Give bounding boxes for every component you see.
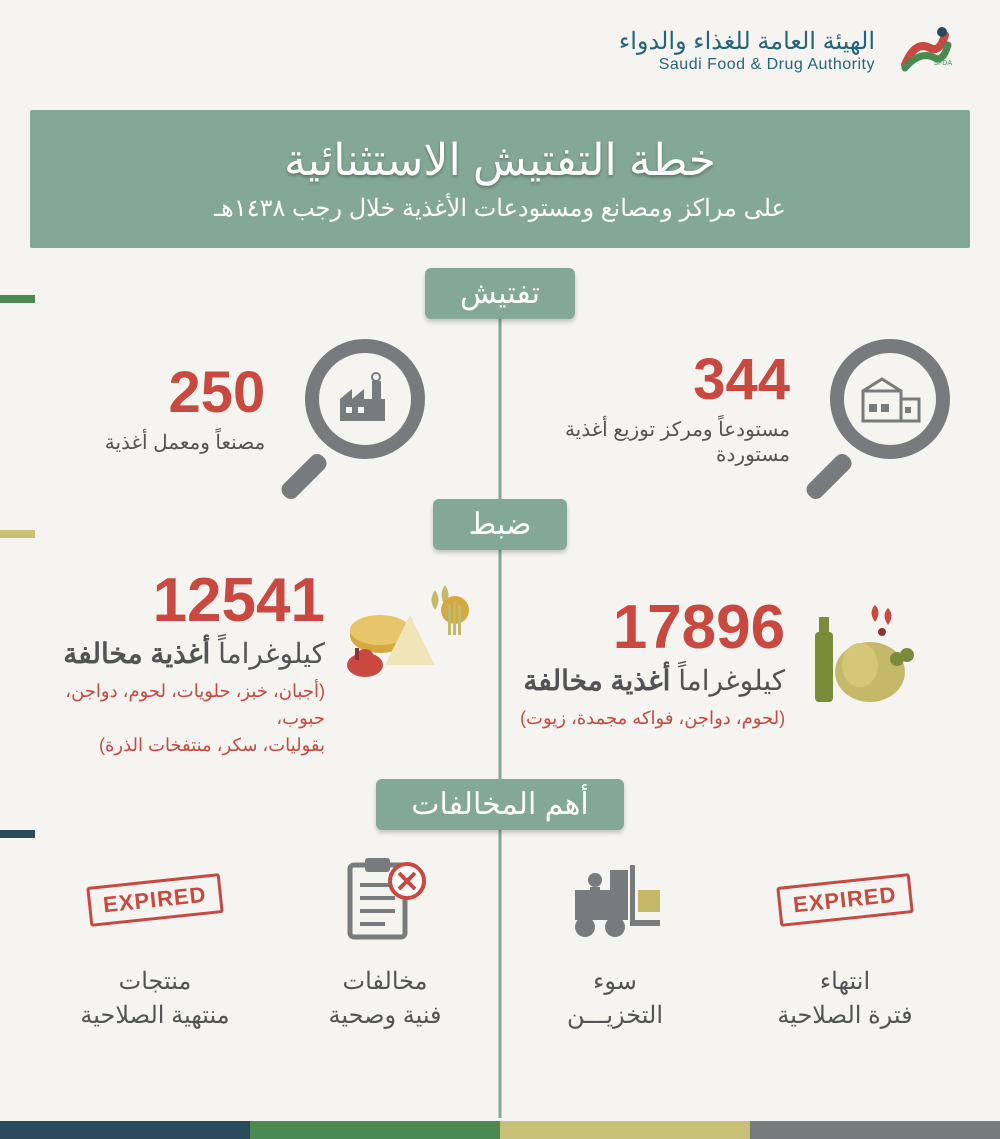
- violation-technical: مخالفات فنية وصحية: [280, 850, 490, 1032]
- section-label-text: أهم المخالفات: [376, 779, 623, 830]
- seizure-right-label: كيلوغراماً أغذية مخالفة: [520, 664, 785, 697]
- section-label-seizure: ضبط: [50, 499, 950, 550]
- stat-warehouses-num: 344: [520, 351, 790, 409]
- seizure-left-label: كيلوغراماً أغذية مخالفة: [50, 637, 325, 670]
- sfda-logo-icon: SFDA: [890, 20, 960, 80]
- seizure-right-num: 17896: [520, 597, 785, 659]
- org-name-en: Saudi Food & Drug Authority: [619, 56, 875, 74]
- content: تفتيش 344 مستودعاً ومركز: [0, 268, 1000, 1052]
- magnifier-warehouse-icon: [810, 339, 950, 479]
- violation-storage: سوء التخزيـــن: [510, 850, 720, 1032]
- seizure-left-num: 12541: [50, 570, 325, 632]
- expired-stamp-icon: EXPIRED: [740, 850, 950, 950]
- seizure-left-detail: (أجبان، خبز، حلويات، لحوم، دواجن، حبوب، …: [50, 678, 325, 759]
- page-title: خطة التفتيش الاستثنائية: [60, 135, 940, 186]
- stat-warehouses-label: مستودعاً ومركز توزيع أغذية مستوردة: [520, 417, 790, 467]
- section-label-violations: أهم المخالفات: [50, 779, 950, 830]
- seizure-right: 17896 كيلوغراماً أغذية مخالفة (لحوم، دوا…: [520, 570, 950, 759]
- title-banner: خطة التفتيش الاستثنائية على مراكز ومصانع…: [30, 110, 970, 248]
- clipboard-reject-icon: [280, 850, 490, 950]
- header: SFDA الهيئة العامة للغذاء والدواء Saudi …: [0, 0, 1000, 100]
- section-label-text: تفتيش: [425, 268, 575, 319]
- violation-label: مخالفات فنية وصحية: [280, 965, 490, 1032]
- seizure-left: 12541 كيلوغراماً أغذية مخالفة (أجبان، خب…: [50, 570, 480, 759]
- stat-factories-num: 250: [105, 364, 265, 422]
- inspection-right: 344 مستودعاً ومركز توزيع أغذية مستوردة: [520, 339, 950, 479]
- expired-stamp-icon: EXPIRED: [50, 850, 260, 950]
- violation-expiry: EXPIRED انتهاء فترة الصلاحية: [740, 850, 950, 1032]
- section-label-text: ضبط: [433, 499, 566, 550]
- vertical-timeline: [499, 268, 502, 1118]
- logo-text: الهيئة العامة للغذاء والدواء Saudi Food …: [619, 27, 875, 74]
- svg-text:SFDA: SFDA: [933, 60, 952, 67]
- stat-factories-label: مصنعاً ومعمل أغذية: [105, 430, 265, 455]
- violation-label: منتجات منتهية الصلاحية: [50, 965, 260, 1032]
- magnifier-factory-icon: [285, 339, 425, 479]
- food-meat-oil-icon: [800, 597, 940, 717]
- org-name-ar: الهيئة العامة للغذاء والدواء: [619, 27, 875, 56]
- inspection-left: 250 مصنعاً ومعمل أغذية: [50, 339, 480, 479]
- food-bread-grain-icon: [340, 570, 480, 690]
- page-subtitle: على مراكز ومصانع ومستودعات الأغذية خلال …: [60, 194, 940, 223]
- section-label-inspection: تفتيش: [50, 268, 950, 319]
- violation-label: انتهاء فترة الصلاحية: [740, 965, 950, 1032]
- violation-label: سوء التخزيـــن: [510, 965, 720, 1032]
- footer-bars: [0, 1121, 1000, 1139]
- violation-expired-products: EXPIRED منتجات منتهية الصلاحية: [50, 850, 260, 1032]
- seizure-right-detail: (لحوم، دواجن، فواكه مجمدة، زيوت): [520, 705, 785, 732]
- forklift-icon: [510, 850, 720, 950]
